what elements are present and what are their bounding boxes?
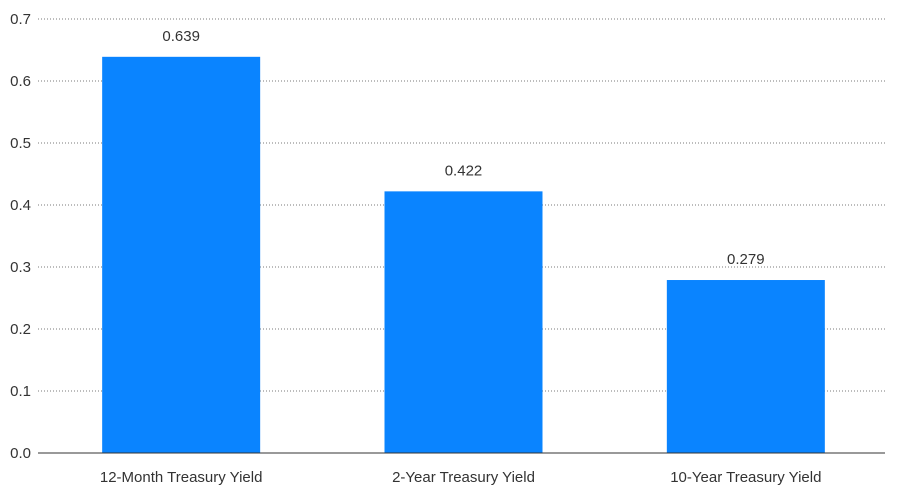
x-category-label: 2-Year Treasury Yield — [392, 469, 535, 486]
bars — [102, 56, 825, 454]
y-tick-label: 0.1 — [10, 383, 31, 400]
y-tick-label: 0.3 — [10, 259, 31, 276]
data-label: 0.279 — [727, 251, 765, 268]
data-label: 0.639 — [162, 28, 200, 45]
y-tick-label: 0.5 — [10, 135, 31, 152]
y-axis-ticks: 0.0 0.1 0.2 0.3 0.4 0.5 0.6 0.7 — [10, 11, 31, 462]
x-category-label: 12-Month Treasury Yield — [100, 469, 263, 486]
bar — [102, 56, 261, 453]
y-tick-label: 0.0 — [10, 445, 31, 462]
y-tick-label: 0.6 — [10, 73, 31, 90]
y-tick-label: 0.4 — [10, 197, 31, 214]
data-label: 0.422 — [445, 162, 483, 179]
x-category-label: 10-Year Treasury Yield — [670, 469, 821, 486]
x-axis-categories: 12-Month Treasury Yield 2-Year Treasury Y… — [100, 469, 822, 486]
bar — [384, 191, 543, 454]
data-labels: 0.639 0.422 0.279 — [162, 28, 764, 268]
y-tick-label: 0.2 — [10, 321, 31, 338]
y-tick-label: 0.7 — [10, 11, 31, 28]
bar — [666, 280, 825, 453]
